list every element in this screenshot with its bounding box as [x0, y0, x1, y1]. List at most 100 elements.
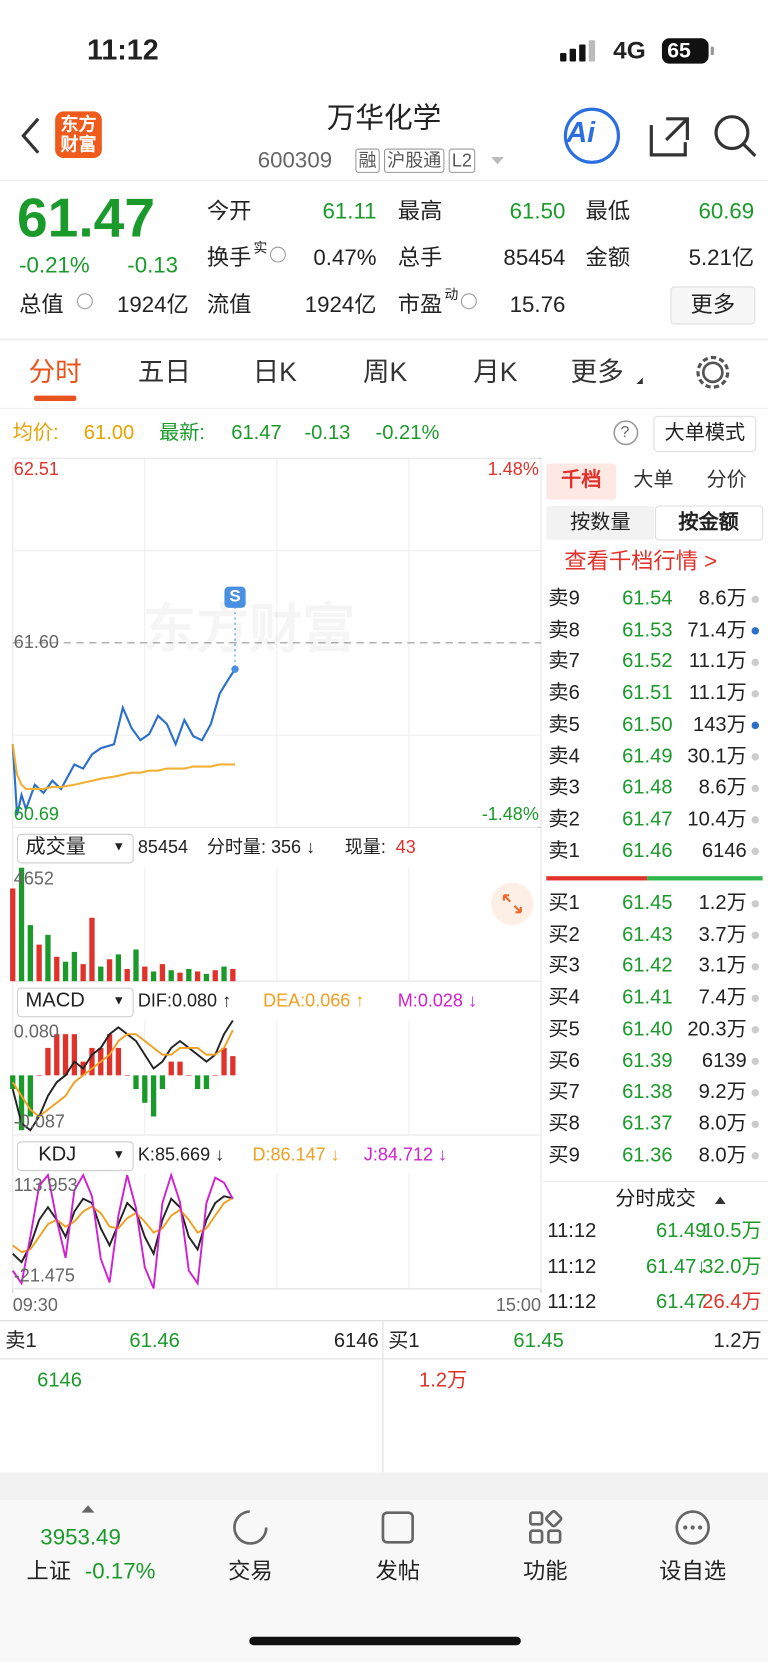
share-icon[interactable]	[649, 117, 689, 157]
book-dot	[751, 1026, 759, 1034]
field-value: 1924亿	[116, 292, 189, 318]
change-pct: -0.21%	[19, 253, 90, 278]
book-label: 买9	[548, 1144, 580, 1167]
more-button[interactable]	[670, 286, 756, 325]
book-dot	[751, 931, 759, 939]
tab[interactable]: 更多	[570, 357, 624, 388]
book-subtab[interactable]: 按金额	[678, 511, 739, 534]
book-price: 61.48	[622, 776, 673, 799]
mode-label[interactable]: 大单模式	[664, 422, 746, 445]
bid-price: 61.45	[513, 1330, 564, 1353]
y-tick-label: 62.51	[13, 459, 59, 480]
book-subtab[interactable]: 按数量	[570, 511, 631, 534]
post-icon[interactable]	[381, 1511, 414, 1544]
tab-active-bg	[546, 463, 617, 500]
bar	[124, 969, 130, 982]
bar	[194, 1075, 201, 1090]
trade-icon[interactable]	[233, 1510, 268, 1545]
indicator-select[interactable]	[16, 833, 134, 864]
book-volume: 11.1万	[688, 682, 747, 705]
book-volume: 1.2万	[698, 892, 747, 915]
kdj-title[interactable]: KDJ	[38, 1143, 77, 1166]
nav-item[interactable]: 交易	[228, 1559, 273, 1584]
tab[interactable]: 月K	[473, 357, 518, 388]
book-volume: 20.3万	[687, 1018, 747, 1041]
battery-icon	[661, 38, 709, 64]
index-value[interactable]: 3953.49	[40, 1525, 121, 1550]
book-tab[interactable]: 大单	[633, 468, 674, 492]
info-dot	[269, 246, 286, 263]
watchlist-icon[interactable]	[675, 1510, 710, 1545]
avg-value: 61.00	[83, 422, 135, 445]
help-mark[interactable]: ?	[620, 423, 630, 442]
book-label: 卖9	[548, 587, 580, 610]
book-price: 61.49	[622, 745, 673, 768]
bar	[36, 944, 42, 982]
bar	[150, 1075, 157, 1117]
book-price: 61.54	[622, 587, 673, 610]
tab[interactable]: 分时	[28, 357, 82, 388]
tab[interactable]: 五日	[137, 357, 191, 388]
expand-icon[interactable]	[491, 882, 534, 925]
tab[interactable]: 周K	[362, 357, 408, 388]
mode-button[interactable]	[653, 415, 757, 452]
book-tab[interactable]: 千档	[561, 468, 602, 492]
y-tick-label: 61.60	[13, 632, 59, 653]
field-label: 总手	[397, 246, 443, 271]
index-change[interactable]: -0.17%	[84, 1559, 156, 1584]
annotation: S	[229, 587, 241, 606]
bar	[159, 1075, 166, 1090]
bar	[133, 949, 139, 982]
book-dot	[751, 994, 759, 1003]
ai-label[interactable]: Ai	[566, 116, 596, 149]
bar	[80, 964, 86, 982]
macd-title[interactable]: MACD	[25, 989, 85, 1012]
subtab-active-bg[interactable]	[655, 505, 764, 541]
indicator-select[interactable]	[16, 987, 134, 1018]
indicator-select[interactable]	[16, 1141, 134, 1172]
dropdown-icon[interactable]	[491, 156, 504, 165]
function-icon[interactable]	[529, 1510, 563, 1544]
bar	[168, 970, 174, 982]
nav-item[interactable]: 设自选	[659, 1559, 727, 1584]
search-icon[interactable]	[714, 115, 750, 151]
trade-time: 11:12	[547, 1255, 597, 1278]
field-label: 换手	[206, 246, 252, 271]
tab[interactable]: 日K	[252, 357, 297, 388]
ai-icon[interactable]	[563, 107, 621, 164]
book-volume: 11.1万	[688, 650, 747, 673]
field-value: 60.69	[698, 199, 755, 224]
legend-entry: DEA:0.066 ↑	[263, 990, 365, 1011]
bar	[115, 1047, 122, 1076]
book-label: 卖4	[548, 745, 580, 768]
bar	[45, 1047, 51, 1076]
book-tab[interactable]: 分价	[706, 468, 747, 492]
book-label: 买5	[548, 1018, 580, 1041]
settings-icon-teeth	[696, 355, 730, 389]
index-toggle[interactable]	[81, 1505, 95, 1513]
book-dot	[751, 963, 759, 971]
line	[11, 1029, 234, 1118]
book-price: 61.39	[622, 1049, 673, 1072]
volume-title[interactable]: 成交量	[25, 835, 86, 859]
book-volume: 8.6万	[698, 587, 747, 610]
status-battery: 65	[667, 39, 691, 63]
index-name[interactable]: 上证	[26, 1559, 72, 1584]
more-label[interactable]: 更多	[690, 292, 736, 318]
trade-volume: 10.5万	[702, 1219, 762, 1243]
nav-item[interactable]: 功能	[522, 1559, 568, 1584]
line	[11, 668, 236, 816]
help-icon[interactable]	[613, 420, 639, 446]
book-label: 买7	[548, 1081, 580, 1104]
book-volume: 6146	[701, 839, 747, 862]
book-label: 卖3	[548, 776, 580, 799]
back-icon[interactable]	[21, 117, 40, 154]
book-price: 61.45	[622, 892, 673, 915]
nav-item[interactable]: 发帖	[375, 1559, 421, 1584]
trade-price: 61.49	[656, 1219, 707, 1243]
book-link[interactable]: 查看千档行情 >	[564, 549, 718, 574]
book-price: 61.52	[622, 650, 673, 673]
settings-icon[interactable]	[701, 361, 724, 384]
bar	[106, 959, 113, 982]
